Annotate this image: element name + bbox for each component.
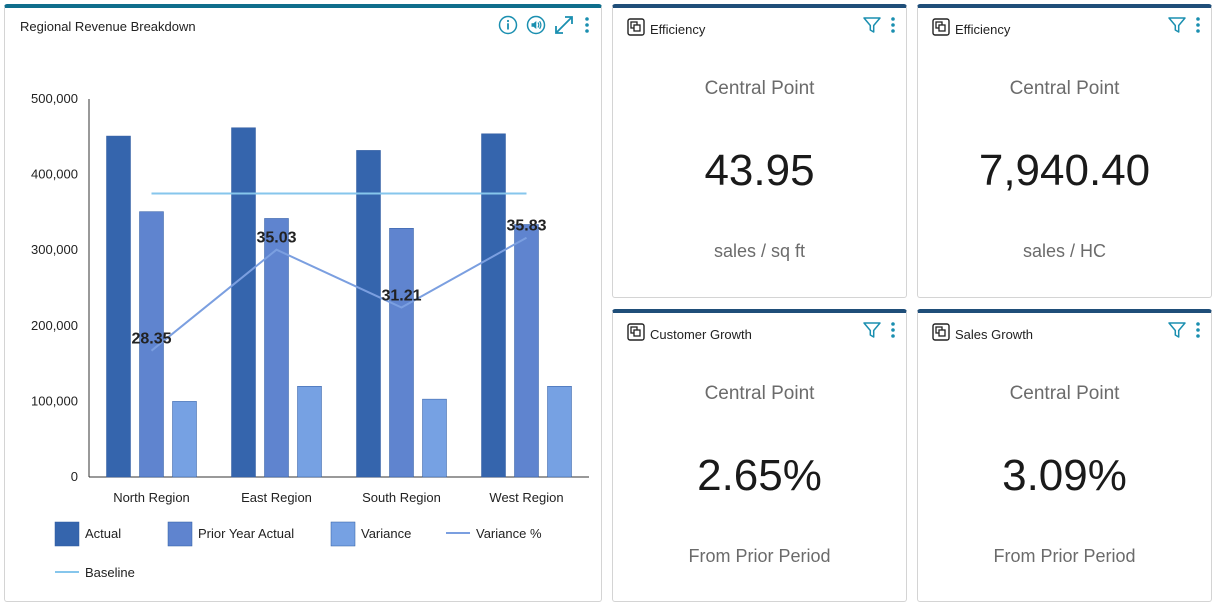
filter-icon[interactable] [1167, 15, 1187, 40]
filter-icon[interactable] [1167, 320, 1187, 345]
more-vertical-icon[interactable] [1195, 321, 1201, 344]
legend-label: Prior Year Actual [198, 526, 294, 541]
data-label: 35.03 [256, 230, 296, 247]
kpi-value: 7,940.40 [978, 146, 1151, 195]
expand-icon[interactable] [553, 14, 575, 36]
kpi-title: Efficiency [650, 22, 706, 37]
kpi-value: 43.95 [704, 146, 815, 195]
filter-icon[interactable] [862, 320, 882, 345]
bar-prior-year-actual [514, 224, 539, 478]
kpi-card-efficiency-hc: Efficiency Central Point 7,940.40 sales … [917, 4, 1212, 298]
kpi-title: Customer Growth [650, 327, 752, 342]
legend-label: Variance [361, 526, 411, 541]
bar-variance [422, 398, 447, 478]
bar-variance [172, 401, 197, 478]
kpi-unit: From Prior Period [688, 546, 831, 566]
bar-actual [356, 150, 381, 478]
kpi-value: 3.09% [1002, 451, 1127, 500]
more-vertical-icon[interactable] [581, 14, 593, 36]
y-tick-label: 200,000 [31, 318, 78, 333]
kpi-card-efficiency-sqft: Efficiency Central Point 43.95 sales / s… [612, 4, 907, 298]
x-tick-label: East Region [241, 490, 312, 505]
kpi-unit: sales / HC [1022, 241, 1107, 261]
kpi-header: Efficiency [932, 18, 1010, 41]
kpi-toolbar [1167, 15, 1201, 40]
x-tick-label: South Region [362, 490, 441, 505]
data-label: 35.83 [506, 218, 546, 235]
kpi-unit: sales / sq ft [713, 241, 806, 261]
data-label: 31.21 [381, 288, 421, 305]
bar-prior-year-actual [389, 228, 414, 478]
legend-swatch [54, 521, 80, 547]
y-tick-label: 500,000 [31, 91, 78, 106]
kpi-toolbar [1167, 320, 1201, 345]
kpi-card-sales-growth: Sales Growth Central Point 3.09% From Pr… [917, 309, 1212, 602]
bar-prior-year-actual [264, 218, 289, 478]
x-tick-label: West Region [489, 490, 563, 505]
bar-actual [106, 135, 131, 478]
y-tick-label: 100,000 [31, 393, 78, 408]
chart-title: Regional Revenue Breakdown [20, 19, 196, 34]
legend-swatch [330, 521, 356, 547]
legend-label: Variance % [476, 526, 542, 541]
bar-line-chart: 0 100,000 200,000 300,000 400,000 500,000 Nort… [31, 91, 589, 580]
kpi-value: 2.65% [697, 451, 822, 500]
legend-label: Baseline [85, 565, 135, 580]
data-label: 28.35 [131, 331, 171, 348]
kpi-title: Efficiency [955, 22, 1011, 37]
x-tick-label: North Region [113, 490, 190, 505]
bar-variance [297, 386, 322, 478]
kpi-title: Sales Growth [955, 327, 1034, 342]
kpi-card-customer-growth: Customer Growth Central Point 2.65% From… [612, 309, 907, 602]
kpi-subtitle: Central Point [704, 383, 815, 404]
info-icon[interactable] [497, 14, 519, 36]
widget-type-icon [932, 323, 950, 346]
widget-type-icon [932, 18, 950, 41]
widget-type-icon [627, 323, 645, 346]
y-tick-label: 400,000 [31, 167, 78, 182]
more-vertical-icon[interactable] [890, 321, 896, 344]
more-vertical-icon[interactable] [1195, 16, 1201, 39]
kpi-header: Sales Growth [932, 323, 1033, 346]
bar-actual [231, 127, 256, 478]
audio-icon[interactable] [525, 14, 547, 36]
kpi-subtitle: Central Point [704, 78, 815, 99]
legend-swatch [167, 521, 193, 547]
kpi-toolbar [862, 320, 896, 345]
y-tick-label: 0 [71, 469, 78, 484]
filter-icon[interactable] [862, 15, 882, 40]
kpi-subtitle: Central Point [1009, 78, 1120, 99]
bar-actual [481, 133, 506, 478]
bar-variance [547, 386, 572, 478]
legend-label: Actual [85, 526, 121, 541]
widget-type-icon [627, 18, 645, 41]
kpi-header: Customer Growth [627, 323, 752, 346]
chart-card: Regional Revenue Breakdown 0 100,000 200,0… [4, 4, 602, 602]
chart-toolbar [497, 14, 593, 36]
more-vertical-icon[interactable] [890, 16, 896, 39]
line-variance- [150, 236, 527, 352]
kpi-toolbar [862, 15, 896, 40]
y-tick-label: 300,000 [31, 242, 78, 257]
kpi-header: Efficiency [627, 18, 705, 41]
kpi-unit: From Prior Period [993, 546, 1136, 566]
kpi-subtitle: Central Point [1009, 383, 1120, 404]
